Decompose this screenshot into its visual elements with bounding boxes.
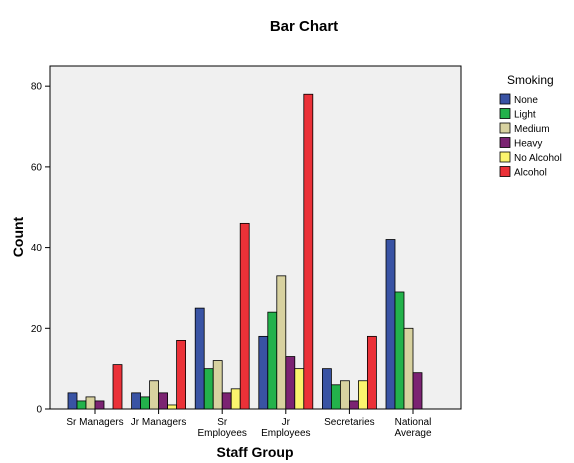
legend-label: None (514, 95, 538, 106)
legend-label: No Alcohol (514, 153, 562, 164)
bar (85, 396, 96, 410)
y-tick-label: 40 (31, 243, 43, 254)
legend-label: Heavy (514, 139, 542, 150)
chart-title: Bar Chart (270, 18, 338, 35)
bar (412, 372, 423, 410)
bar (294, 368, 305, 410)
legend-swatch (499, 122, 511, 134)
bar (321, 368, 332, 410)
legend-swatch (499, 108, 511, 119)
bar (230, 388, 241, 410)
bar (366, 335, 377, 410)
y-tick-label: 20 (31, 324, 43, 335)
x-axis-title: Staff Group (217, 444, 294, 460)
x-tick-label: Sr Employees (197, 417, 246, 439)
x-tick-label: National Average (394, 417, 432, 439)
legend-swatch (499, 151, 511, 163)
bar (258, 335, 269, 410)
y-tick-label: 0 (36, 405, 42, 416)
bar (267, 311, 278, 410)
bar (140, 396, 151, 410)
bars-group (67, 93, 423, 410)
legend-swatch (499, 93, 511, 105)
bar (167, 404, 178, 410)
bar (285, 356, 296, 410)
x-tick-label: Jr Employees (261, 417, 310, 439)
legend-label: Alcohol (514, 168, 547, 179)
bar (394, 291, 405, 410)
legend-swatch (499, 137, 511, 148)
bar (303, 93, 314, 410)
bar (194, 307, 205, 410)
bar (385, 239, 396, 410)
x-tick-label: Sr Managers (66, 417, 123, 428)
bar (76, 400, 87, 410)
bar (403, 327, 414, 410)
legend-title: Smoking (507, 73, 554, 87)
bar (158, 392, 169, 410)
bar (112, 364, 123, 410)
bar (212, 360, 223, 410)
legend: Smoking None Light Medium Heavy No Alcohol Al… (499, 73, 562, 179)
bar (149, 380, 160, 410)
bar (67, 392, 78, 410)
bar (330, 384, 341, 410)
bar (94, 400, 105, 410)
y-tick-label: 60 (31, 162, 43, 173)
bar (239, 222, 250, 410)
bar (176, 339, 187, 410)
legend-label: Light (514, 110, 536, 121)
bar (348, 400, 359, 410)
x-tick-label: Jr Managers (131, 417, 187, 428)
y-axis: 0 20 40 60 80 (31, 82, 50, 416)
x-tick-label: Secretaries (324, 417, 375, 428)
legend-label: Medium (514, 124, 550, 135)
y-axis-title: Count (10, 216, 26, 257)
y-tick-label: 80 (31, 82, 43, 93)
bar (276, 275, 287, 410)
legend-swatch (499, 166, 511, 177)
bar (131, 392, 142, 410)
bar (357, 380, 368, 410)
bar (339, 380, 350, 410)
bar (203, 368, 214, 410)
bar (221, 392, 232, 410)
x-axis: Sr Managers Jr Managers Sr Employees Jr Emplo… (66, 409, 432, 439)
